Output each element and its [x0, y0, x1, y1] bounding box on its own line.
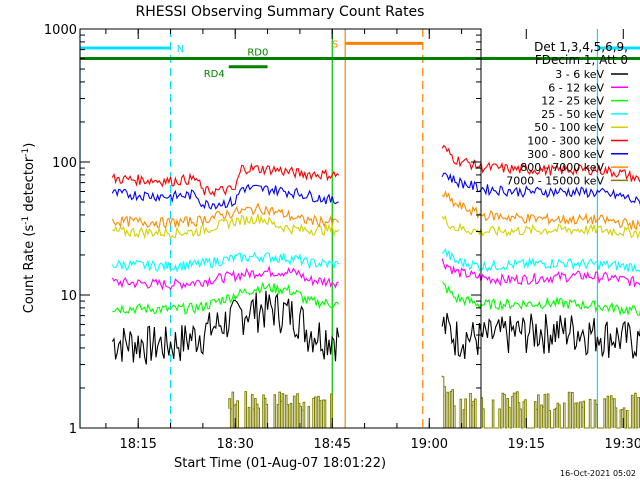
- series-group: [111, 247, 640, 273]
- series-line: [441, 189, 640, 231]
- legend-entry-label: 7000 - 15000 keV: [506, 174, 604, 187]
- legend-entry-label: 12 - 25 keV: [541, 95, 604, 108]
- plot-frame: [79, 28, 482, 429]
- series-group: [111, 189, 640, 231]
- footer-date: 16-Oct-2021 05:02: [560, 469, 636, 478]
- series-line: [111, 202, 340, 229]
- y-tick-label: 1000: [44, 23, 77, 38]
- y-tick-label: 10: [60, 289, 77, 304]
- x-tick-label: 18:30: [216, 437, 253, 452]
- series-line: [111, 265, 339, 291]
- chart-title: RHESSI Observing Summary Count Rates: [136, 4, 425, 20]
- legend-entry-label: 3 - 6 keV: [555, 68, 604, 81]
- x-tick-label: 18:15: [119, 437, 156, 452]
- series-line: [111, 183, 339, 210]
- legend-entry-label: 300 - 800 keV: [527, 148, 604, 161]
- series-lines: [111, 144, 640, 429]
- series-line: [441, 258, 640, 288]
- series-line: [112, 282, 340, 315]
- series-group: [112, 281, 640, 317]
- y-axis-label: Count Rate (s-1 detector-1): [21, 143, 37, 314]
- x-tick-label: 18:45: [314, 437, 351, 452]
- series-line: [111, 162, 339, 198]
- series-line: [112, 213, 340, 240]
- x-tick-label: 19:30: [605, 437, 640, 452]
- legend-entry-label: 6 - 12 keV: [548, 81, 604, 94]
- legend-entry-label: 100 - 300 keV: [527, 135, 604, 148]
- legend-entry-label: 50 - 100 keV: [534, 121, 604, 134]
- legend-entry-label: 25 - 50 keV: [541, 108, 604, 121]
- series-line: [441, 214, 640, 240]
- y-tick-label: 1: [69, 422, 77, 437]
- axes: 1 10 100 1000 18:15 18:30 18:45 19:00 19:15 19:30: [44, 23, 640, 452]
- legend-entry-label: 800 - 7000 keV: [520, 161, 604, 174]
- series-group: [228, 375, 640, 429]
- state-bar-label: RD4: [204, 69, 225, 80]
- series-line: [441, 172, 640, 206]
- series-line: [441, 375, 640, 429]
- x-axis-label: Start Time (01-Aug-07 18:01:22): [174, 456, 386, 471]
- state-bar-label: N: [177, 44, 184, 55]
- series-group: [111, 172, 640, 210]
- y-tick-label: 100: [52, 156, 77, 171]
- series-line: [228, 391, 333, 429]
- series-line: [441, 281, 640, 317]
- legend-header-line-2: FDecim 1, Att 0: [535, 53, 628, 67]
- series-line: [441, 312, 640, 360]
- attenuator-bars: N RD4 RD0 S: [80, 39, 640, 80]
- legend: Det 1,3,4,5,6,9, FDecim 1, Att 0 3 - 6 k…: [506, 40, 628, 187]
- series-line: [111, 290, 340, 365]
- series-group: [111, 258, 640, 291]
- series-group: [112, 213, 640, 240]
- x-tick-label: 19:00: [411, 437, 448, 452]
- state-bar-label: RD0: [247, 48, 268, 59]
- x-tick-label: 19:15: [508, 437, 545, 452]
- series-line: [441, 247, 640, 273]
- series-group: [111, 290, 640, 365]
- state-bar-label: S: [332, 39, 338, 50]
- legend-header-line-1: Det 1,3,4,5,6,9,: [534, 40, 628, 54]
- series-line: [111, 251, 340, 273]
